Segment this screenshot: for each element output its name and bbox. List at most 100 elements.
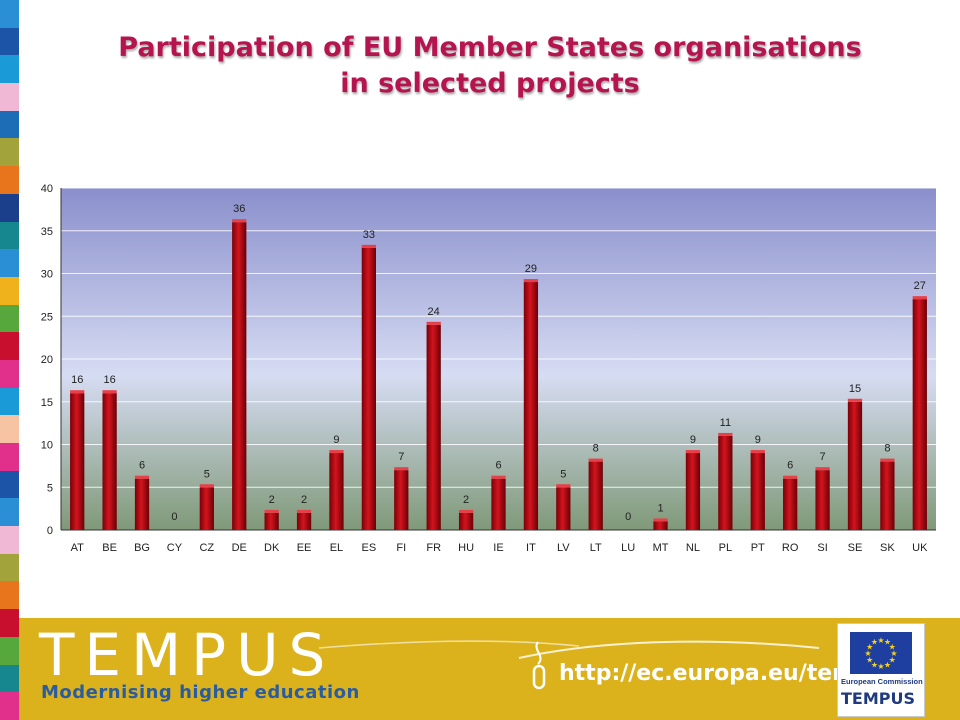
x-tick-label: MT [653, 542, 669, 554]
data-label: 9 [333, 434, 339, 446]
data-label: 33 [363, 229, 375, 241]
bar [102, 393, 117, 530]
x-tick-label: BG [134, 542, 150, 554]
flag-star-icon: ★ [871, 638, 878, 647]
bar-top [718, 432, 733, 436]
bar [426, 324, 441, 530]
bar-top [815, 467, 830, 471]
x-tick-label: EL [330, 542, 343, 554]
bar [880, 461, 895, 530]
bar [912, 299, 927, 530]
x-tick-label: LV [557, 542, 570, 554]
x-tick-label: DK [264, 542, 280, 554]
bar [783, 478, 798, 530]
data-label: 9 [690, 434, 696, 446]
bar-top [685, 450, 701, 454]
tempus-footer: TEMPUS Modernising higher education http… [19, 618, 960, 720]
bar [653, 521, 668, 530]
bar-top [134, 475, 150, 479]
y-tick-label: 15 [41, 397, 53, 409]
y-tick-label: 25 [41, 311, 53, 323]
data-label: 5 [560, 468, 566, 480]
x-tick-label: IT [526, 542, 536, 554]
data-label: 7 [820, 451, 826, 463]
title-line-2: in selected projects [340, 68, 640, 99]
data-label: 1 [657, 502, 663, 514]
tempus-logo-text: TEMPUS [39, 621, 336, 689]
bar [523, 282, 539, 530]
bar [718, 435, 733, 530]
y-tick-label: 30 [41, 269, 53, 281]
y-tick-label: 20 [41, 354, 53, 366]
bar [815, 470, 830, 530]
data-label: 2 [269, 494, 275, 506]
bar-top [361, 244, 376, 248]
x-tick-label: SE [848, 542, 863, 554]
color-stripe [0, 0, 19, 720]
data-label: 0 [171, 511, 177, 523]
x-tick-label: UK [912, 542, 928, 554]
flag-star-icon: ★ [884, 638, 891, 647]
bar-top [491, 475, 506, 479]
bar-top [523, 279, 539, 283]
x-tick-label: FI [396, 542, 406, 554]
data-label: 6 [787, 460, 793, 472]
data-label: 8 [884, 443, 890, 455]
stripe-segment [0, 526, 19, 554]
bar-top [588, 458, 603, 462]
bar [394, 470, 409, 530]
european-commission-logo: ★ ★ ★ ★ ★ ★ ★ ★ ★ ★ ★ ★ European Commission TEMPUS [837, 623, 925, 717]
data-label: 16 [103, 374, 115, 386]
bar-top [296, 509, 312, 513]
x-tick-label: EE [297, 542, 312, 554]
stripe-segment [0, 110, 19, 139]
bar [491, 478, 506, 530]
y-tick-label: 0 [47, 525, 53, 537]
y-tick-label: 35 [41, 226, 53, 238]
stripe-segment [0, 304, 19, 333]
bar [685, 453, 701, 530]
x-tick-label: FR [426, 542, 441, 554]
data-label: 27 [914, 280, 926, 292]
bar-top [912, 296, 927, 300]
flag-star-icon: ★ [889, 656, 896, 665]
stripe-segment [0, 636, 19, 665]
data-label: 29 [525, 263, 537, 275]
bar [750, 453, 765, 530]
x-tick-label: HU [458, 542, 474, 554]
ec-program-name: TEMPUS [841, 689, 916, 708]
x-tick-label: LT [590, 542, 602, 554]
bar-top [70, 390, 85, 394]
stripe-segment [0, 415, 19, 443]
x-tick-label: ES [362, 542, 377, 554]
ec-name: European Commission [841, 677, 923, 686]
flag-star-icon: ★ [877, 662, 884, 671]
bar-top [394, 467, 409, 471]
bar-top [232, 219, 247, 223]
stripe-segment [0, 470, 19, 499]
data-label: 7 [398, 451, 404, 463]
x-tick-label: AT [71, 542, 85, 554]
data-label: 2 [463, 494, 469, 506]
data-label: 0 [625, 511, 631, 523]
stripe-segment [0, 249, 19, 277]
bar-top [783, 475, 798, 479]
stripe-segment [0, 359, 19, 388]
bar-top [847, 398, 863, 402]
bar-top [458, 509, 474, 513]
bar-top [556, 484, 571, 488]
data-label: 24 [428, 306, 440, 318]
bar-top [264, 509, 279, 513]
x-tick-label: DE [232, 542, 247, 554]
stripe-segment [0, 221, 19, 250]
data-label: 6 [139, 460, 145, 472]
x-tick-label: BE [102, 542, 117, 554]
data-label: 11 [720, 417, 731, 429]
data-label: 8 [593, 443, 599, 455]
eu-flag-icon: ★ ★ ★ ★ ★ ★ ★ ★ ★ ★ ★ ★ [850, 632, 912, 674]
bar-top [426, 321, 441, 325]
x-tick-label: LU [621, 542, 635, 554]
stripe-segment [0, 581, 19, 610]
bar-top [199, 484, 214, 488]
